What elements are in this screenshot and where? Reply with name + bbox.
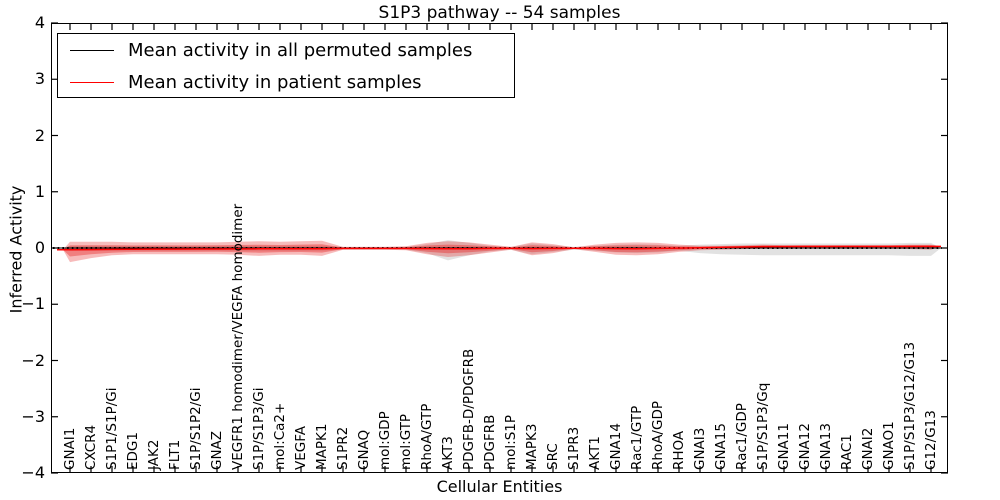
y-tick-label: 1 bbox=[34, 181, 45, 201]
x-tick-label: GNAI2 bbox=[860, 427, 876, 470]
y-tick-label: −3 bbox=[21, 406, 45, 426]
x-tick-label: GNA11 bbox=[776, 423, 792, 470]
x-tick-label: S1P/S1P3/Gi bbox=[251, 387, 267, 471]
x-tick-label: S1P/S1P3/G12/G13 bbox=[902, 341, 918, 470]
chart-title: S1P3 pathway -- 54 samples bbox=[378, 3, 621, 23]
x-tick-label: GNA14 bbox=[608, 423, 624, 470]
x-tick-label: MAPK3 bbox=[524, 423, 540, 470]
x-tick-label: RhoA/GTP bbox=[419, 403, 435, 470]
x-tick-label: mol:GDP bbox=[377, 411, 393, 470]
x-tick-label: GNA12 bbox=[797, 423, 813, 470]
permuted-activity-band bbox=[63, 240, 941, 261]
y-tick-label: −2 bbox=[21, 350, 45, 370]
x-tick-label: mol:S1P bbox=[503, 414, 519, 470]
x-tick-label: GNA13 bbox=[818, 423, 834, 470]
x-tick-label: S1P/S1P3/Gq bbox=[755, 382, 771, 470]
legend-label-permuted: Mean activity in all permuted samples bbox=[128, 39, 473, 61]
x-tick-label: PDGFRB bbox=[482, 414, 498, 470]
x-tick-label: MAPK1 bbox=[314, 423, 330, 470]
x-tick-label: GNAQ bbox=[356, 429, 372, 470]
x-tick-label: mol:GTP bbox=[398, 413, 414, 470]
x-tick-label: S1PR2 bbox=[335, 426, 351, 470]
x-tick-label: GNA15 bbox=[713, 423, 729, 470]
x-tick-label: RhoA/GDP bbox=[650, 401, 666, 470]
legend-label-patient: Mean activity in patient samples bbox=[128, 71, 422, 93]
x-tick-label: VEGFA bbox=[293, 426, 309, 470]
legend-item-patient: Mean activity in patient samples bbox=[58, 66, 514, 98]
x-tick-label: PDGFB-D/PDGFRB bbox=[461, 348, 477, 470]
red-line-swatch-icon bbox=[70, 81, 114, 83]
x-tick-label: Rac1/GTP bbox=[629, 405, 645, 470]
y-tick-label: 2 bbox=[34, 125, 45, 145]
x-tick-label: AKT3 bbox=[440, 436, 456, 470]
black-line-swatch-icon bbox=[70, 49, 114, 51]
x-tick-label: S1P/S1P2/Gi bbox=[188, 387, 204, 471]
x-axis-label: Cellular Entities bbox=[436, 477, 563, 496]
y-tick-label: −4 bbox=[21, 463, 45, 482]
patient-activity-band-outer bbox=[63, 240, 941, 263]
x-tick-label: Rac1/GDP bbox=[734, 403, 750, 470]
patient-mean-line bbox=[57, 245, 941, 251]
axes-frame bbox=[51, 23, 948, 473]
x-tick-label: EDG1 bbox=[125, 432, 141, 470]
y-tick-label: 4 bbox=[34, 13, 45, 32]
x-tick-label: JAK2 bbox=[146, 439, 162, 470]
x-tick-label: SRC bbox=[545, 443, 561, 470]
x-tick-label: CXCR4 bbox=[83, 424, 99, 470]
x-tick-label: GNAZ bbox=[209, 430, 225, 470]
x-tick-label: RHOA bbox=[671, 430, 687, 470]
x-tick-label: GNAI1 bbox=[62, 427, 78, 470]
x-tick-label: RAC1 bbox=[839, 434, 855, 470]
y-tick-label: −1 bbox=[21, 294, 45, 314]
x-tick-label: mol:Ca2+ bbox=[272, 402, 288, 470]
y-tick-label: 3 bbox=[34, 69, 45, 89]
x-tick-label: AKT1 bbox=[587, 436, 603, 470]
x-tick-label: GNAO1 bbox=[881, 421, 897, 470]
y-tick-label: 0 bbox=[34, 238, 45, 257]
x-tick-label: VEGFR1 homodimer/VEGFA homodimer bbox=[230, 203, 246, 470]
legend-item-permuted: Mean activity in all permuted samples bbox=[58, 34, 514, 66]
x-tick-label: FLT1 bbox=[167, 439, 183, 470]
legend: Mean activity in all permuted samples Me… bbox=[57, 33, 515, 98]
x-tick-label: S1P1/S1P/Gi bbox=[104, 387, 120, 471]
x-tick-label: S1PR3 bbox=[566, 426, 582, 470]
x-tick-label: GNAI3 bbox=[692, 427, 708, 470]
x-tick-label: G12/G13 bbox=[923, 410, 939, 470]
